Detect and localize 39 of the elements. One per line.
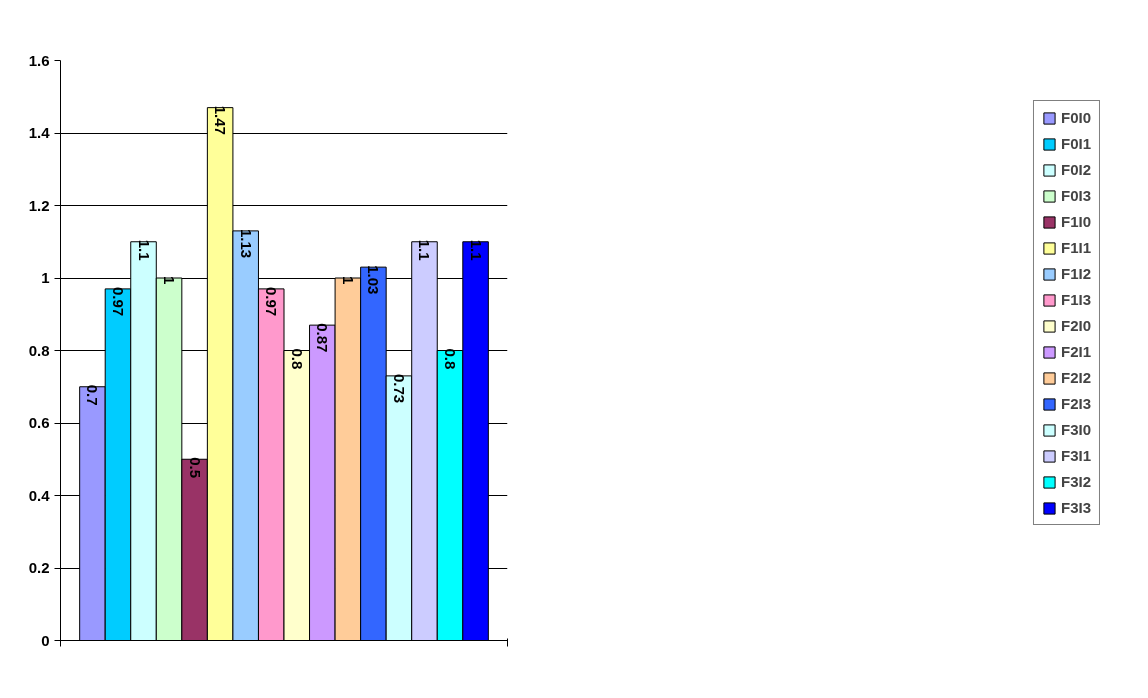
data-label: 1.47 bbox=[212, 105, 230, 135]
y-tick-label: 0.8 bbox=[28, 341, 50, 359]
y-tick-label: 1 bbox=[41, 269, 50, 286]
legend-label: F0I2 bbox=[1060, 161, 1091, 178]
legend-label: F2I2 bbox=[1060, 369, 1091, 386]
y-tick-label: 1.4 bbox=[28, 124, 51, 141]
data-label: 0.97 bbox=[109, 286, 127, 317]
data-label: 1 bbox=[161, 276, 179, 285]
legend-label: F3I0 bbox=[1060, 421, 1091, 438]
legend-label: F3I1 bbox=[1060, 447, 1091, 464]
legend-label: F1I1 bbox=[1060, 239, 1091, 256]
legend-label: F2I1 bbox=[1060, 343, 1091, 360]
data-label: 1.1 bbox=[467, 239, 485, 261]
legend-label: F0I0 bbox=[1060, 109, 1091, 126]
data-label: 1 bbox=[339, 276, 357, 285]
y-tick-label: 0.2 bbox=[28, 559, 50, 576]
data-label: 0.5 bbox=[186, 457, 204, 479]
legend-label: F0I1 bbox=[1060, 135, 1091, 152]
data-label: 0.87 bbox=[314, 323, 332, 353]
y-tick-label: 1.6 bbox=[28, 51, 50, 69]
legend-label: F2I0 bbox=[1060, 317, 1091, 334]
y-tick-label: 0.6 bbox=[28, 414, 50, 431]
legend-label: F0I3 bbox=[1060, 187, 1091, 204]
legend-label: F1I3 bbox=[1060, 291, 1091, 308]
data-label: 1.03 bbox=[365, 265, 383, 295]
legend-label: F3I2 bbox=[1060, 473, 1091, 490]
y-tick-label: 0 bbox=[41, 631, 50, 649]
data-label: 0.97 bbox=[263, 286, 281, 317]
data-label: 1.1 bbox=[416, 239, 434, 261]
data-label: 1.1 bbox=[135, 239, 153, 261]
y-tick-label: 0.4 bbox=[28, 486, 51, 504]
data-label: 1.13 bbox=[237, 228, 255, 259]
legend-label: F1I0 bbox=[1060, 213, 1091, 230]
legend-label: F3I3 bbox=[1060, 499, 1091, 516]
y-tick-label: 1.2 bbox=[28, 196, 50, 214]
legend-label: F2I3 bbox=[1060, 395, 1091, 412]
data-label: 0.73 bbox=[390, 373, 408, 404]
data-label: 0.7 bbox=[84, 384, 102, 406]
legend-label: F1I2 bbox=[1060, 265, 1091, 282]
